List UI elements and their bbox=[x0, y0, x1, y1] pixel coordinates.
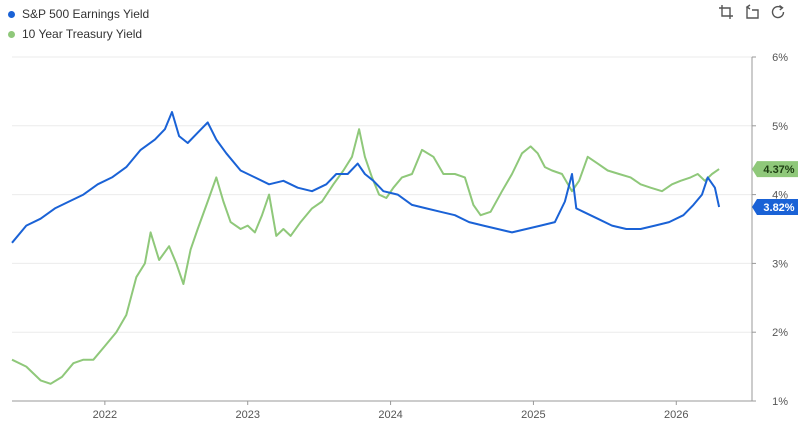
y-tick-label: 3% bbox=[772, 258, 788, 270]
x-tick-label: 2024 bbox=[378, 409, 402, 421]
legend-label-sp500: S&P 500 Earnings Yield bbox=[22, 7, 150, 21]
end-label-background bbox=[752, 198, 798, 215]
y-tick-label: 5% bbox=[772, 121, 788, 133]
legend: S&P 500 Earnings Yield 10 Year Treasury … bbox=[8, 4, 149, 44]
sp500-end-value-label: 3.82% bbox=[752, 198, 798, 215]
x-tick-label: 2026 bbox=[664, 409, 688, 421]
treasury-legend-marker bbox=[8, 30, 15, 38]
treasury-end-value-label: 4.37% bbox=[752, 161, 798, 178]
chart-toolbar bbox=[718, 4, 786, 20]
crop-icon[interactable] bbox=[718, 4, 734, 20]
sp500-earnings-yield-line[interactable] bbox=[11, 111, 721, 244]
treasury-yield-line[interactable] bbox=[11, 128, 720, 385]
y-tick-label: 6% bbox=[772, 52, 788, 64]
legend-item-sp500[interactable]: S&P 500 Earnings Yield bbox=[8, 4, 149, 24]
legend-label-treasury: 10 Year Treasury Yield bbox=[22, 27, 143, 41]
y-tick-label: 1% bbox=[772, 396, 788, 408]
x-tick-label: 2023 bbox=[235, 409, 259, 421]
legend-item-treasury[interactable]: 10 Year Treasury Yield bbox=[8, 24, 149, 44]
end-label-background bbox=[752, 161, 798, 178]
end-label-text: 4.37% bbox=[763, 164, 794, 176]
y-tick-label: 4% bbox=[772, 190, 788, 202]
sp500-legend-marker bbox=[8, 10, 15, 18]
reset-zoom-icon[interactable] bbox=[744, 4, 760, 20]
y-tick-label: 2% bbox=[772, 327, 788, 339]
end-label-text: 3.82% bbox=[763, 202, 794, 214]
x-tick-label: 2025 bbox=[521, 409, 545, 421]
x-tick-label: 2022 bbox=[93, 409, 117, 421]
refresh-icon[interactable] bbox=[770, 4, 786, 20]
